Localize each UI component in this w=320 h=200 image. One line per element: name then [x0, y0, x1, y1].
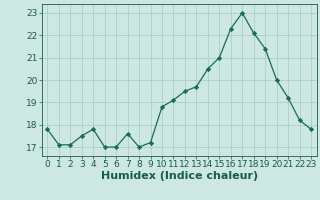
- X-axis label: Humidex (Indice chaleur): Humidex (Indice chaleur): [100, 171, 258, 181]
